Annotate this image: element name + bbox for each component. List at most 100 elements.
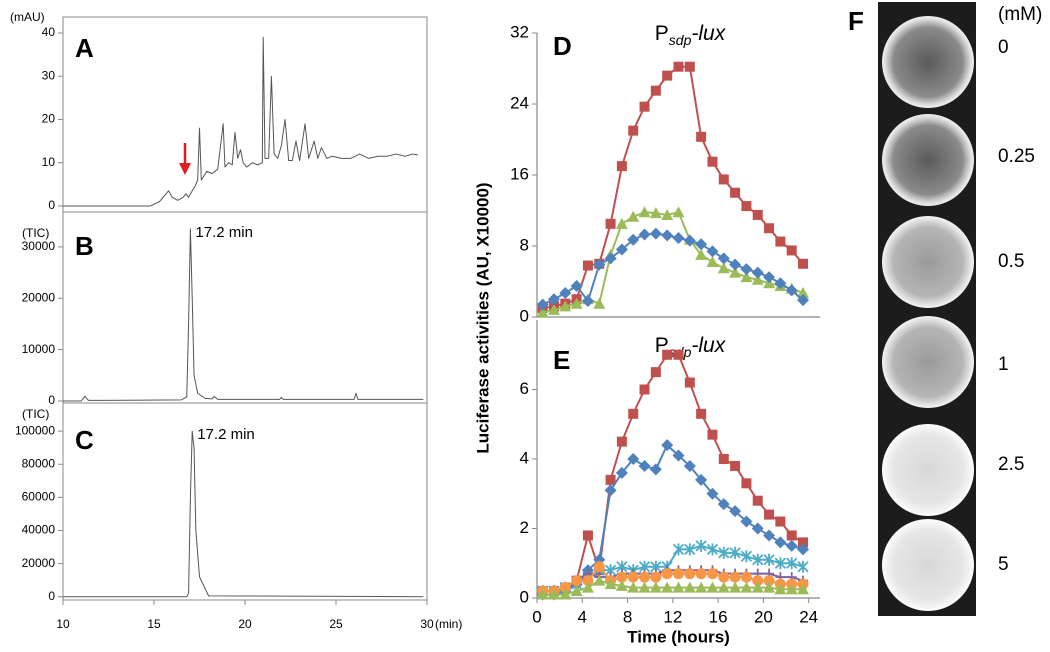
marker	[581, 581, 594, 593]
marker	[616, 571, 628, 583]
marker	[547, 303, 560, 315]
marker	[695, 238, 708, 251]
y-axis-unit: (mAU)	[10, 10, 45, 24]
marker	[798, 258, 809, 269]
marker	[628, 408, 639, 419]
marker	[661, 439, 674, 452]
marker	[774, 557, 787, 570]
marker	[593, 574, 606, 586]
marker	[684, 61, 695, 72]
marker	[695, 539, 707, 552]
x-tick-label: 30	[420, 617, 434, 631]
marker	[627, 581, 640, 593]
marker	[605, 218, 616, 229]
x-tick-label: 16	[709, 607, 728, 626]
marker	[536, 298, 549, 311]
panel-label: F	[848, 6, 864, 36]
marker	[604, 252, 617, 265]
y-tick-label: 60000	[22, 490, 56, 504]
marker	[638, 459, 651, 472]
marker	[604, 578, 617, 590]
marker	[559, 588, 572, 600]
marker	[571, 575, 583, 587]
x-tick-label: 25	[329, 617, 343, 631]
marker	[740, 550, 753, 563]
marker	[650, 85, 661, 96]
marker	[729, 581, 742, 593]
y-tick-label: 100000	[15, 423, 55, 437]
marker	[763, 581, 776, 593]
marker	[797, 560, 809, 573]
y-tick-label: 4	[520, 448, 529, 467]
y-tick-label: 6	[520, 379, 529, 398]
marker	[706, 245, 719, 258]
x-tick-label: 10	[56, 617, 70, 631]
y-tick-label: 0	[520, 587, 529, 606]
marker	[786, 530, 797, 541]
marker	[536, 588, 549, 600]
marker	[775, 236, 786, 247]
marker	[695, 473, 708, 486]
marker	[786, 245, 797, 256]
x-tick-label: 8	[623, 607, 632, 626]
marker	[604, 484, 617, 497]
concentration-label: 2.5	[998, 454, 1024, 475]
x-tick-label: 12	[663, 607, 682, 626]
x-tick-label: 15	[147, 617, 161, 631]
marker	[559, 287, 572, 300]
marker	[798, 537, 809, 548]
marker	[627, 210, 640, 222]
plate-photo	[878, 2, 976, 616]
marker	[785, 539, 798, 552]
x-axis-unit: (min)	[435, 617, 462, 631]
marker	[638, 228, 651, 241]
marker	[764, 509, 775, 520]
data-line	[542, 211, 804, 314]
marker	[741, 478, 752, 489]
marker	[570, 585, 583, 597]
marker	[775, 516, 786, 527]
marker	[547, 293, 560, 306]
data-line	[63, 228, 424, 402]
marker	[718, 546, 730, 559]
marker	[763, 553, 775, 566]
marker	[717, 498, 730, 511]
marker	[570, 279, 583, 292]
marker	[570, 297, 583, 309]
marker	[785, 583, 798, 595]
marker	[684, 568, 696, 580]
marker	[684, 543, 696, 556]
marker	[729, 505, 742, 518]
marker	[661, 229, 674, 242]
marker	[695, 568, 707, 580]
marker	[707, 156, 718, 167]
plot-frame	[62, 16, 428, 213]
marker	[752, 209, 763, 220]
marker	[627, 233, 640, 246]
marker	[662, 70, 673, 81]
y-axis-unit: (TIC)	[22, 407, 49, 421]
marker	[639, 101, 650, 112]
marker	[661, 568, 673, 580]
marker	[717, 262, 730, 274]
data-line	[542, 444, 804, 596]
marker	[639, 384, 650, 395]
marker	[797, 294, 810, 307]
marker	[729, 266, 742, 278]
marker	[729, 258, 742, 271]
marker	[650, 367, 661, 378]
marker	[683, 234, 696, 247]
title-subscript: sdp	[669, 32, 692, 48]
marker	[638, 581, 651, 593]
concentration-label: 0	[998, 37, 1009, 58]
marker	[615, 579, 628, 591]
x-tick-label: 20	[238, 617, 252, 631]
title-suffix: -lux	[691, 22, 726, 45]
marker	[706, 487, 719, 500]
y-tick-label: 80000	[22, 456, 56, 470]
concentration-label: 0.25	[998, 146, 1035, 167]
marker	[763, 575, 775, 587]
concentration-label: 5	[998, 554, 1009, 575]
x-tick-label: 4	[578, 607, 587, 626]
